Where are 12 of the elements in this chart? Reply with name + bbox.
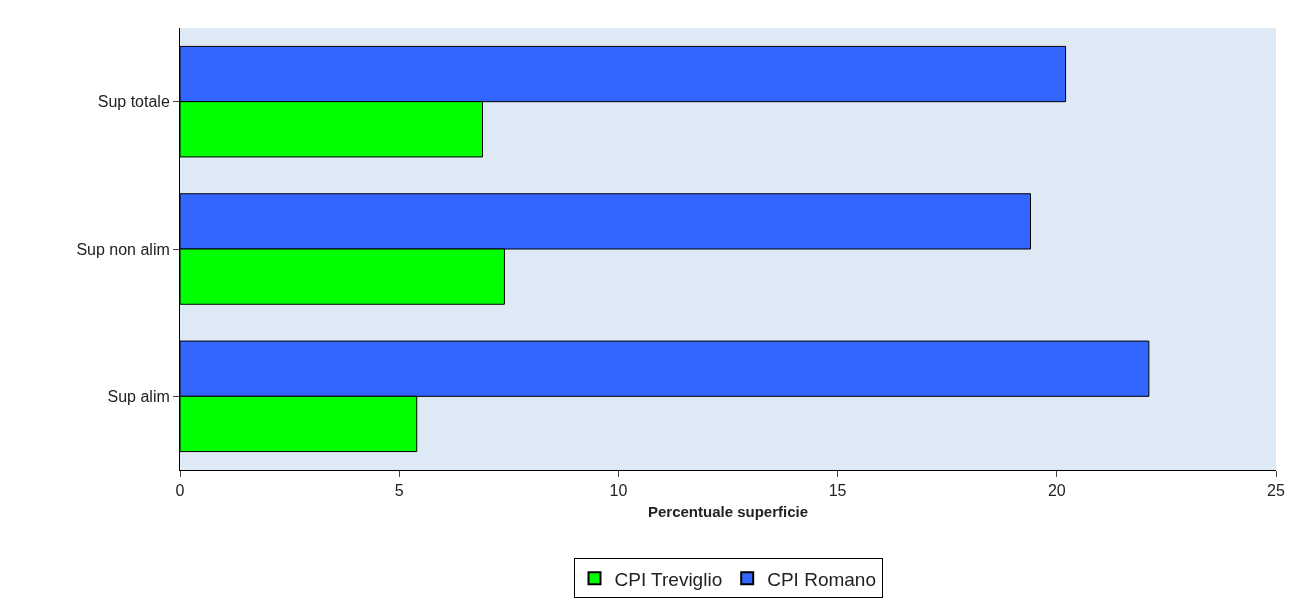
x-axis-title: Percentuale superficie (647, 503, 809, 521)
x-tick-label: 15 (828, 482, 847, 500)
x-tick-label: 20 (1047, 482, 1066, 500)
legend-label: CPI Treviglio (614, 568, 723, 590)
y-tick-label: Sup totale (97, 93, 170, 111)
x-tick-label: 5 (394, 482, 404, 500)
legend-label: CPI Romano (767, 568, 876, 590)
x-tick-label: 25 (1267, 482, 1285, 500)
y-tick-label: Sup non alim (76, 240, 170, 258)
x-tick-label: 0 (175, 482, 185, 500)
x-tick-label: 10 (609, 482, 628, 500)
y-tick-label: Sup alim (107, 387, 170, 405)
